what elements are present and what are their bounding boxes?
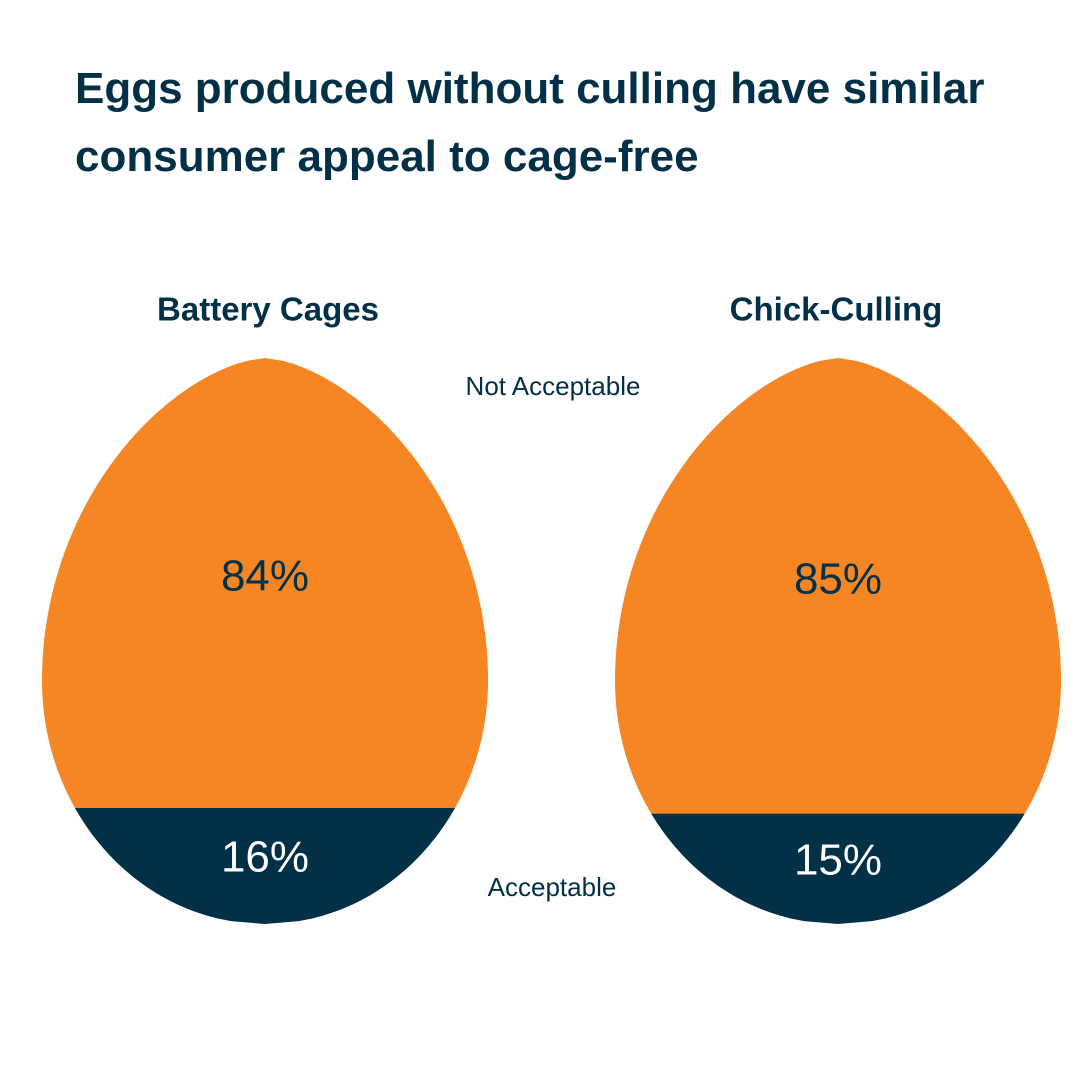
category-label: Chick-Culling <box>730 291 943 328</box>
value-label: 84% <box>221 552 309 601</box>
value-label: 16% <box>221 833 309 882</box>
legend-label: Not Acceptable <box>466 371 641 401</box>
chart-title: Eggs produced without culling have simil… <box>75 64 985 181</box>
category-label: Battery Cages <box>157 291 379 328</box>
legend-label: Acceptable <box>488 872 617 902</box>
value-label: 15% <box>794 835 882 884</box>
value-label: 85% <box>794 554 882 603</box>
